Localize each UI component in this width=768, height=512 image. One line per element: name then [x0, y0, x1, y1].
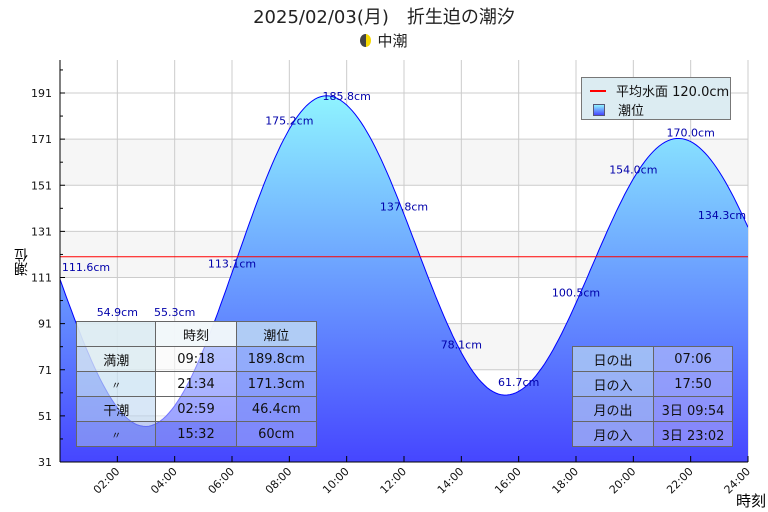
y-tick-label: 131 [31, 225, 52, 238]
table-cell: 3日 09:54 [653, 396, 733, 422]
table-row: 満潮 09:18 189.8cm [75, 346, 317, 372]
header-cell: 時刻 [155, 321, 237, 347]
y-tick-label: 111 [31, 272, 52, 285]
table-cell: 02:59 [155, 396, 237, 422]
table-cell: 日の入 [572, 371, 654, 397]
point-label: 100.5cm [552, 287, 600, 300]
table-row: 〃 21:34 171.3cm [75, 371, 317, 397]
y-tick-label: 91 [38, 318, 52, 331]
table-header-row: 時刻 潮位 [75, 321, 317, 347]
legend: 平均水面 120.0cm 潮位 [581, 77, 731, 120]
point-label: 78.1cm [441, 338, 482, 351]
y-tick-label: 31 [38, 456, 52, 469]
y-tick-label: 51 [38, 410, 52, 423]
table-cell: 〃 [75, 421, 157, 447]
point-label: 111.6cm [62, 261, 110, 274]
x-tick-label: 06:00 [206, 465, 238, 497]
table-row: 月の入 3日 23:02 [572, 421, 733, 447]
table-cell: 171.3cm [235, 371, 317, 397]
table-cell: 46.4cm [235, 396, 317, 422]
table-cell: 17:50 [653, 371, 733, 397]
point-label: 134.3cm [698, 209, 746, 222]
table-row: 日の入 17:50 [572, 371, 733, 397]
table-row: 月の出 3日 09:54 [572, 396, 733, 422]
y-axis-label: 潮位 [14, 248, 30, 276]
y-tick-label: 191 [31, 87, 52, 100]
table-cell: 日の出 [572, 346, 654, 372]
point-label: 113.1cm [208, 258, 256, 271]
x-tick-label: 20:00 [607, 465, 639, 497]
point-label: 137.8cm [380, 201, 428, 214]
y-tick-label: 171 [31, 133, 52, 146]
x-tick-label: 12:00 [378, 465, 410, 497]
chart-subtitle: 中潮 [0, 30, 768, 51]
x-tick-label: 22:00 [664, 465, 696, 497]
x-axis-label: 時刻 [736, 492, 767, 510]
y-tick-label: 151 [31, 179, 52, 192]
chart-title: 2025/02/03(月) 折生迫の潮汐 [253, 7, 515, 28]
half-moon-icon [360, 34, 372, 47]
x-tick-label: 02:00 [91, 465, 123, 497]
x-tick-label: 18:00 [550, 465, 582, 497]
table-cell: 〃 [75, 371, 157, 397]
table-row: 〃 15:32 60cm [75, 421, 317, 447]
table-cell: 07:06 [653, 346, 733, 372]
legend-mean-label: 平均水面 120.0cm [616, 85, 730, 100]
table-cell: 21:34 [155, 371, 237, 397]
tide-swatch [593, 103, 605, 116]
point-label: 55.3cm [154, 306, 195, 319]
x-tick-label: 14:00 [435, 465, 467, 497]
table-cell: 月の入 [572, 421, 654, 447]
point-label: 154.0cm [609, 163, 657, 176]
x-tick-label: 08:00 [263, 465, 295, 497]
header-cell: 潮位 [235, 321, 317, 347]
table-cell: 189.8cm [235, 346, 317, 372]
point-label: 61.7cm [498, 376, 539, 389]
tide-table: 時刻 潮位 満潮 09:18 189.8cm 〃 21:34 171.3cm 干潮 02:… [75, 321, 317, 447]
mean-line-swatch [590, 89, 606, 92]
table-cell: 満潮 [75, 346, 157, 372]
point-label: 170.0cm [667, 126, 715, 139]
table-row: 日の出 07:06 [572, 346, 733, 372]
point-label: 185.8cm [323, 90, 371, 103]
table-cell: 月の出 [572, 396, 654, 422]
legend-tide-label: 潮位 [618, 104, 645, 119]
point-label: 175.2cm [265, 114, 313, 127]
table-cell: 09:18 [155, 346, 237, 372]
point-label: 54.9cm [97, 306, 138, 319]
x-tick-label: 10:00 [320, 465, 352, 497]
table-cell: 15:32 [155, 421, 237, 447]
tide-type: 中潮 [377, 32, 408, 50]
table-cell: 60cm [235, 421, 317, 447]
table-cell: 干潮 [75, 396, 157, 422]
x-tick-label: 16:00 [492, 465, 524, 497]
x-tick-label: 04:00 [148, 465, 180, 497]
y-tick-label: 71 [38, 364, 52, 377]
table-row: 干潮 02:59 46.4cm [75, 396, 317, 422]
sun-moon-table: 日の出 07:06 日の入 17:50 月の出 3日 09:54 月の入 3日 23:0… [572, 346, 733, 447]
table-cell: 3日 23:02 [653, 421, 733, 447]
header-cell [75, 321, 157, 347]
